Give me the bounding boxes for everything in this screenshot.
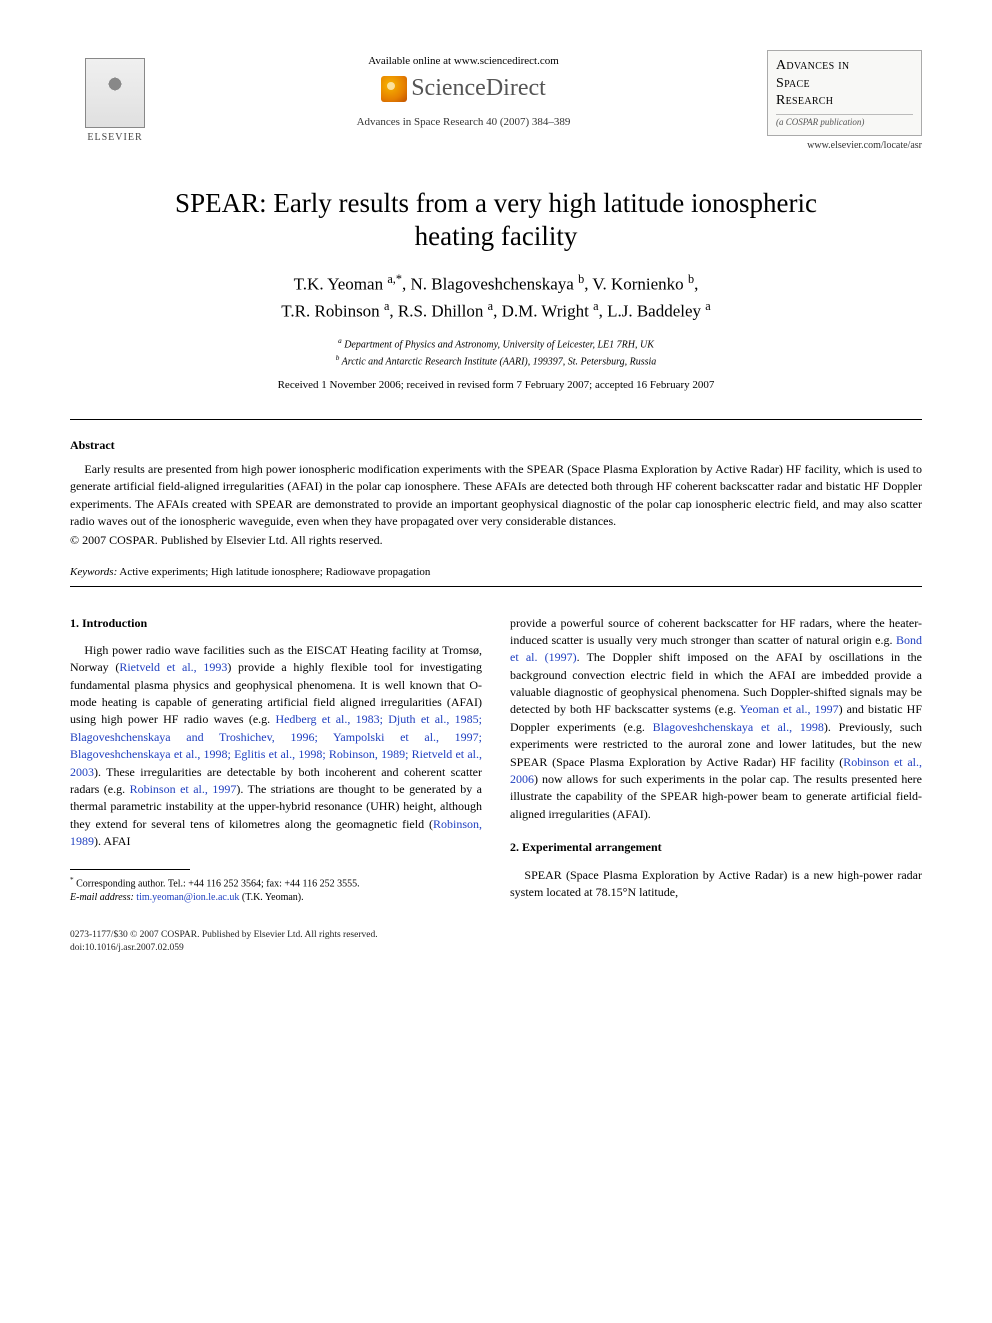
section-1-para-1: High power radio wave facilities such as… (70, 642, 482, 851)
journal-title-l2: Space (776, 76, 810, 91)
header-center: Available online at www.sciencedirect.co… (160, 50, 767, 128)
journal-title-l3: Research (776, 93, 833, 108)
abstract-body: Early results are presented from high po… (70, 461, 922, 531)
divider-top (70, 419, 922, 420)
s1p1c2-text-e: ) now allows for such experiments in the… (510, 772, 922, 821)
abstract-copyright: © 2007 COSPAR. Published by Elsevier Ltd… (70, 533, 922, 548)
footnote-email-link[interactable]: tim.yeoman@ion.le.ac.uk (134, 892, 240, 903)
s1p1c2-ref-3[interactable]: Blagoveshchenskaya et al., 1998 (653, 720, 824, 734)
footer-line-1: 0273-1177/$30 © 2007 COSPAR. Published b… (70, 930, 378, 940)
sciencedirect-name: ScienceDirect (411, 75, 546, 102)
journal-reference: Advances in Space Research 40 (2007) 384… (160, 116, 767, 128)
author-list: T.K. Yeoman a,*, N. Blagoveshchenskaya b… (70, 270, 922, 324)
column-left: 1. Introduction High power radio wave fa… (70, 615, 482, 905)
column-right: provide a powerful source of coherent ba… (510, 615, 922, 905)
author-5: , R.S. Dhillon (389, 302, 487, 321)
elsevier-logo: ELSEVIER (70, 50, 160, 150)
article-dates: Received 1 November 2006; received in re… (70, 379, 922, 391)
journal-box-container: Advances in Space Research (a COSPAR pub… (767, 50, 922, 151)
author-sep: , (694, 275, 698, 294)
elsevier-label: ELSEVIER (87, 132, 142, 143)
section-1-para-1-cont: provide a powerful source of coherent ba… (510, 615, 922, 824)
s1p1-ref-3[interactable]: Robinson et al., 1997 (130, 782, 237, 796)
page-header: ELSEVIER Available online at www.science… (70, 50, 922, 151)
page-footer: 0273-1177/$30 © 2007 COSPAR. Published b… (70, 929, 922, 956)
section-2-para-1: SPEAR (Space Plasma Exploration by Activ… (510, 867, 922, 902)
title-line-2: heating facility (415, 221, 578, 251)
author-3: , V. Kornienko (584, 275, 688, 294)
keywords: Keywords: Active experiments; High latit… (70, 566, 922, 578)
footnote-block: * Corresponding author. Tel.: +44 116 25… (70, 875, 482, 905)
divider-bottom (70, 586, 922, 587)
author-4: T.R. Robinson (281, 302, 384, 321)
affil-b-text: Arctic and Antarctic Research Institute … (339, 356, 656, 367)
article-title: SPEAR: Early results from a very high la… (70, 187, 922, 255)
footnote-separator (70, 869, 190, 870)
author-7: , L.J. Baddeley (599, 302, 706, 321)
affil-a-text: Department of Physics and Astronomy, Uni… (342, 340, 654, 351)
author-7-affil: a (705, 299, 710, 313)
journal-url: www.elsevier.com/locate/asr (767, 140, 922, 151)
sciencedirect-mark-icon (381, 76, 407, 102)
journal-subtitle: (a COSPAR publication) (776, 114, 913, 127)
author-1-affil: a, (387, 272, 396, 286)
abstract-heading: Abstract (70, 438, 922, 453)
section-2-heading: 2. Experimental arrangement (510, 839, 922, 856)
footnote-email-tail: (T.K. Yeoman). (239, 892, 303, 903)
keywords-text: Active experiments; High latitude ionosp… (117, 566, 430, 578)
available-online-text: Available online at www.sciencedirect.co… (160, 55, 767, 67)
author-6: , D.M. Wright (493, 302, 593, 321)
journal-title-l1: Advances in (776, 58, 849, 73)
journal-title: Advances in Space Research (776, 57, 913, 110)
footer-line-2: doi:10.1016/j.asr.2007.02.059 (70, 943, 184, 953)
affiliations: a Department of Physics and Astronomy, U… (70, 336, 922, 369)
author-2: , N. Blagoveshchenskaya (402, 275, 578, 294)
body-columns: 1. Introduction High power radio wave fa… (70, 615, 922, 905)
s1p1c2-ref-2[interactable]: Yeoman et al., 1997 (740, 702, 839, 716)
title-line-1: SPEAR: Early results from a very high la… (175, 188, 817, 218)
journal-box: Advances in Space Research (a COSPAR pub… (767, 50, 922, 136)
author-1: T.K. Yeoman (294, 275, 388, 294)
footnote-email-label: E-mail address: (70, 892, 134, 903)
keywords-label: Keywords: (70, 566, 117, 578)
section-1-heading: 1. Introduction (70, 615, 482, 632)
sciencedirect-logo: ScienceDirect (381, 75, 546, 102)
elsevier-tree-icon (85, 58, 145, 128)
footnote-corr-text: Corresponding author. Tel.: +44 116 252 … (74, 878, 360, 889)
s1p1-ref-1[interactable]: Rietveld et al., 1993 (119, 660, 227, 674)
s1p1-text-e: ). AFAI (94, 834, 130, 848)
s1p1c2-text-a: provide a powerful source of coherent ba… (510, 616, 922, 647)
